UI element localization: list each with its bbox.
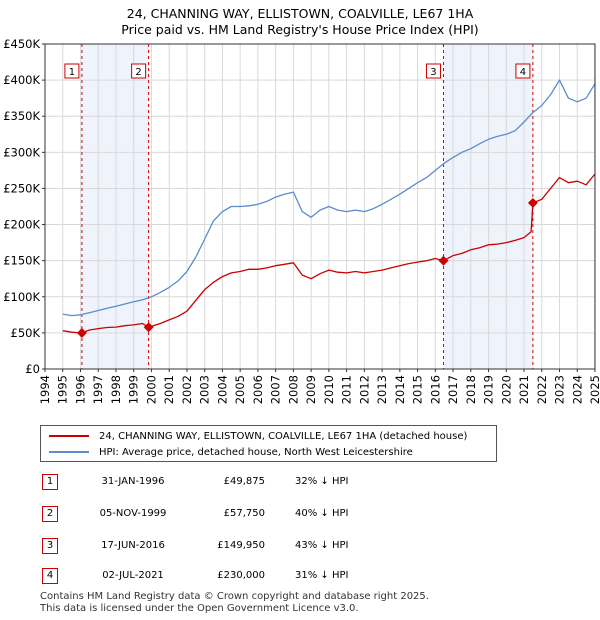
sale-label-text: 3 xyxy=(430,67,436,78)
shaded-periods xyxy=(81,44,595,369)
sale-price: £49,875 xyxy=(223,476,265,487)
sale-date: 05-NOV-1999 xyxy=(99,508,167,519)
sale-hpi-diff: 40% ↓ HPI xyxy=(295,508,349,519)
sale-label-box xyxy=(131,63,147,79)
x-tick-label: 2019 xyxy=(482,375,496,404)
x-tick-label: 2014 xyxy=(393,375,407,404)
x-tick-label: 1998 xyxy=(109,375,123,404)
sale-hpi-diff: 31% ↓ HPI xyxy=(295,570,349,581)
x-tick-label: 2021 xyxy=(517,375,531,404)
sale-label-boxes: 1 2 3 4 xyxy=(64,63,531,79)
y-tick-label: £250K xyxy=(3,181,40,195)
x-tick-label: 1994 xyxy=(38,375,52,404)
price-chart: 1 2 3 4 £0 £50K £100K £150K £200K £250K £300K £350… xyxy=(3,37,600,404)
sale-label-box xyxy=(64,63,80,79)
y-tick-label: £300K xyxy=(3,145,40,159)
x-tick-label: 2005 xyxy=(233,375,247,404)
sale-row: 2 05-NOV-1999 £57,750 40% ↓ HPI xyxy=(40,504,460,524)
plot-frame xyxy=(44,43,596,370)
x-tick-label: 2023 xyxy=(553,375,567,404)
x-tick-label: 1999 xyxy=(127,375,141,404)
x-tick-label: 2015 xyxy=(411,375,425,404)
sale-date: 17-JUN-2016 xyxy=(101,540,165,551)
y-tick-label: £0 xyxy=(25,362,40,376)
legend-label-property: 24, CHANNING WAY, ELLISTOWN, COALVILLE, … xyxy=(99,430,468,442)
footer-licence: This data is licensed under the Open Gov… xyxy=(40,603,359,614)
sale-date: 31-JAN-1996 xyxy=(101,476,165,487)
x-axis-ticks: 1994 1995 1996 1997 1998 1999 2000 2001 2002 2003… xyxy=(38,369,600,404)
x-tick-label: 2008 xyxy=(286,375,300,404)
sale-price: £57,750 xyxy=(223,508,265,519)
legend-item-property: 24, CHANNING WAY, ELLISTOWN, COALVILLE, … xyxy=(49,429,467,443)
sale-number-badge: 1 xyxy=(42,474,58,490)
sale-label-text: 4 xyxy=(520,67,526,78)
sale-point xyxy=(143,322,154,333)
x-tick-label: 1995 xyxy=(56,375,70,404)
x-tick-label: 2010 xyxy=(322,375,336,404)
sale-number-badge: 3 xyxy=(42,538,58,554)
x-tick-label: 2025 xyxy=(588,375,600,404)
grid-lines xyxy=(44,43,596,370)
series-line-hpi xyxy=(62,79,596,317)
x-tick-label: 2007 xyxy=(269,375,283,404)
x-tick-label: 2006 xyxy=(251,375,265,404)
sale-hpi-diff: 43% ↓ HPI xyxy=(295,540,349,551)
y-axis-ticks: £0 £50K £100K £150K £200K £250K £300K £350K £400… xyxy=(3,37,45,376)
x-tick-label: 2009 xyxy=(304,375,318,404)
x-tick-label: 2016 xyxy=(428,375,442,404)
x-tick-label: 2004 xyxy=(215,375,229,404)
footer-attribution: Contains HM Land Registry data © Crown c… xyxy=(40,591,429,615)
x-tick-label: 2013 xyxy=(375,375,389,404)
chart-title-subtitle: Price paid vs. HM Land Registry's House … xyxy=(121,22,479,37)
x-tick-label: 2018 xyxy=(464,375,478,404)
sale-price: £149,950 xyxy=(217,540,265,551)
x-tick-label: 2011 xyxy=(340,375,354,404)
sale-row: 3 17-JUN-2016 £149,950 43% ↓ HPI xyxy=(40,536,460,556)
x-tick-label: 2017 xyxy=(446,375,460,404)
chart-title-address: 24, CHANNING WAY, ELLISTOWN, COALVILLE, … xyxy=(126,6,474,21)
y-tick-label: £150K xyxy=(3,254,40,268)
x-tick-label: 1997 xyxy=(91,375,105,404)
sale-point xyxy=(527,197,538,208)
y-tick-label: £350K xyxy=(3,109,40,123)
x-tick-label: 2012 xyxy=(357,375,371,404)
sale-label-box xyxy=(425,63,441,79)
x-tick-label: 2001 xyxy=(162,375,176,404)
sale-point xyxy=(438,255,449,266)
legend-label-hpi: HPI: Average price, detached house, Nort… xyxy=(99,446,413,458)
sale-label-box xyxy=(515,63,531,79)
x-tick-label: 2000 xyxy=(144,375,158,404)
y-tick-label: £400K xyxy=(3,73,40,87)
y-tick-label: £200K xyxy=(3,218,40,232)
sale-number-badge: 4 xyxy=(42,568,58,584)
y-tick-label: £50K xyxy=(11,326,41,340)
sale-date: 02-JUL-2021 xyxy=(102,570,164,581)
x-tick-label: 2024 xyxy=(570,375,584,404)
x-tick-label: 2002 xyxy=(180,375,194,404)
sale-price: £230,000 xyxy=(217,570,265,581)
legend-item-hpi: HPI: Average price, detached house, Nort… xyxy=(49,445,413,459)
x-tick-label: 1996 xyxy=(73,375,87,404)
y-tick-label: £100K xyxy=(3,290,40,304)
sale-label-text: 1 xyxy=(69,67,75,78)
x-tick-label: 2020 xyxy=(499,375,513,404)
x-tick-label: 2003 xyxy=(198,375,212,404)
y-tick-label: £450K xyxy=(3,37,40,51)
chart-legend: 24, CHANNING WAY, ELLISTOWN, COALVILLE, … xyxy=(40,425,497,462)
sale-number-badge: 2 xyxy=(42,506,58,522)
sale-row: 4 02-JUL-2021 £230,000 31% ↓ HPI xyxy=(40,566,460,586)
footer-copyright: Contains HM Land Registry data © Crown c… xyxy=(40,591,429,602)
sale-row: 1 31-JAN-1996 £49,875 32% ↓ HPI xyxy=(40,472,460,492)
legend-swatch-property xyxy=(49,435,89,437)
shaded-period xyxy=(81,44,149,369)
x-tick-label: 2022 xyxy=(535,375,549,404)
sale-hpi-diff: 32% ↓ HPI xyxy=(295,476,349,487)
legend-swatch-hpi xyxy=(49,451,89,453)
sale-label-text: 2 xyxy=(135,67,141,78)
